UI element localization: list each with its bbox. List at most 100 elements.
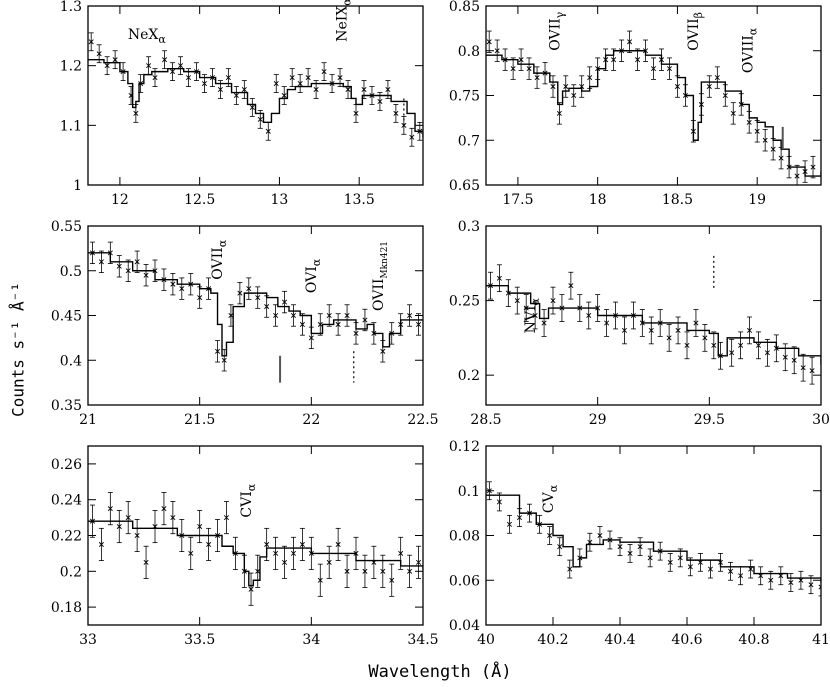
data-point bbox=[542, 61, 548, 85]
data-point bbox=[579, 75, 585, 98]
data-point bbox=[297, 74, 303, 93]
data-point bbox=[179, 518, 185, 553]
point-cross-b bbox=[730, 110, 736, 116]
point-cross-b bbox=[326, 312, 332, 319]
point-cross-b bbox=[290, 550, 296, 556]
data-point bbox=[527, 503, 533, 523]
data-point bbox=[188, 536, 194, 570]
point-cross-b bbox=[152, 75, 158, 81]
point-cross-b bbox=[146, 63, 152, 69]
point-cross-b bbox=[550, 298, 556, 304]
point-cross-b bbox=[225, 75, 231, 81]
data-point bbox=[353, 536, 359, 570]
data-point bbox=[143, 264, 149, 287]
point-cross-b bbox=[818, 586, 821, 590]
point-cross-b bbox=[617, 544, 623, 550]
point-cross-b bbox=[249, 104, 255, 110]
data-point bbox=[778, 566, 784, 586]
point-cross-b bbox=[637, 544, 643, 550]
point-cross-b bbox=[273, 550, 279, 556]
data-point bbox=[621, 316, 627, 345]
data-point bbox=[798, 570, 804, 590]
data-point bbox=[308, 536, 314, 570]
line-id-name: OVII bbox=[210, 247, 226, 279]
data-point bbox=[223, 501, 229, 535]
data-point bbox=[611, 48, 617, 71]
data-point bbox=[98, 527, 104, 561]
point-cross-b bbox=[223, 515, 229, 521]
x-tick-label: 29 bbox=[589, 412, 607, 428]
point-cross-b bbox=[674, 84, 680, 90]
data-point bbox=[161, 268, 167, 291]
point-cross-b bbox=[547, 532, 553, 539]
point-cross-b bbox=[639, 320, 645, 326]
model-step-line bbox=[88, 59, 423, 138]
point-cross-b bbox=[228, 312, 234, 319]
point-cross-b bbox=[603, 57, 609, 63]
y-tick-label: 1.1 bbox=[60, 118, 82, 134]
data-point bbox=[371, 545, 377, 579]
data-point bbox=[747, 316, 753, 345]
y-tick-label: 0.55 bbox=[51, 219, 82, 235]
data-point bbox=[143, 545, 149, 579]
data-point bbox=[89, 241, 95, 264]
point-cross-b bbox=[657, 548, 663, 554]
data-point bbox=[98, 250, 104, 273]
data-point bbox=[577, 294, 583, 322]
point-cross-b bbox=[798, 577, 804, 583]
point-cross-b bbox=[409, 134, 415, 140]
point-cross-b bbox=[329, 81, 335, 87]
data-point bbox=[377, 92, 383, 111]
data-point bbox=[597, 526, 603, 545]
point-cross-b bbox=[120, 69, 126, 75]
data-point bbox=[809, 356, 815, 385]
point-cross-b bbox=[717, 559, 724, 565]
line-id-name: NeX bbox=[128, 27, 159, 43]
data-point bbox=[773, 334, 779, 363]
point-cross-b bbox=[690, 128, 696, 134]
point-cross-b bbox=[782, 354, 788, 360]
data-point bbox=[409, 127, 415, 147]
point-cross-b bbox=[241, 87, 247, 93]
data-point bbox=[557, 537, 563, 557]
line-id-name: OVIII bbox=[740, 35, 756, 73]
data-point bbox=[241, 554, 247, 588]
data-point bbox=[532, 301, 538, 330]
point-cross-b bbox=[738, 573, 744, 579]
plot-data bbox=[88, 32, 423, 147]
y-tick-label: 0.2 bbox=[60, 564, 82, 580]
line-id-label: OVIIMkn421 bbox=[371, 241, 390, 311]
data-point bbox=[738, 93, 744, 116]
data-point bbox=[697, 553, 703, 572]
point-cross-b bbox=[597, 532, 603, 539]
data-point bbox=[416, 545, 422, 579]
data-point bbox=[344, 304, 350, 327]
data-point bbox=[134, 518, 140, 553]
data-point bbox=[603, 48, 609, 71]
point-cross-b bbox=[116, 263, 122, 269]
data-point bbox=[241, 80, 247, 99]
data-point bbox=[568, 271, 574, 300]
data-point bbox=[206, 277, 212, 300]
data-point bbox=[362, 554, 368, 588]
data-point bbox=[138, 74, 144, 93]
point-cross-b bbox=[282, 299, 288, 305]
data-point bbox=[523, 294, 529, 322]
point-cross-b bbox=[248, 586, 254, 592]
data-point bbox=[627, 30, 633, 53]
data-point bbox=[518, 48, 524, 71]
data-point bbox=[755, 331, 761, 360]
line-id-subscript: α bbox=[547, 484, 560, 492]
data-point bbox=[666, 324, 672, 352]
data-point bbox=[728, 561, 734, 581]
point-cross-b bbox=[308, 550, 314, 556]
data-point bbox=[255, 286, 261, 309]
data-point bbox=[321, 62, 327, 81]
data-point bbox=[96, 44, 102, 64]
point-cross-b bbox=[152, 268, 158, 274]
point-cross-b bbox=[265, 128, 271, 134]
data-point bbox=[516, 508, 523, 527]
point-cross-b bbox=[510, 66, 516, 72]
data-point bbox=[107, 241, 113, 264]
